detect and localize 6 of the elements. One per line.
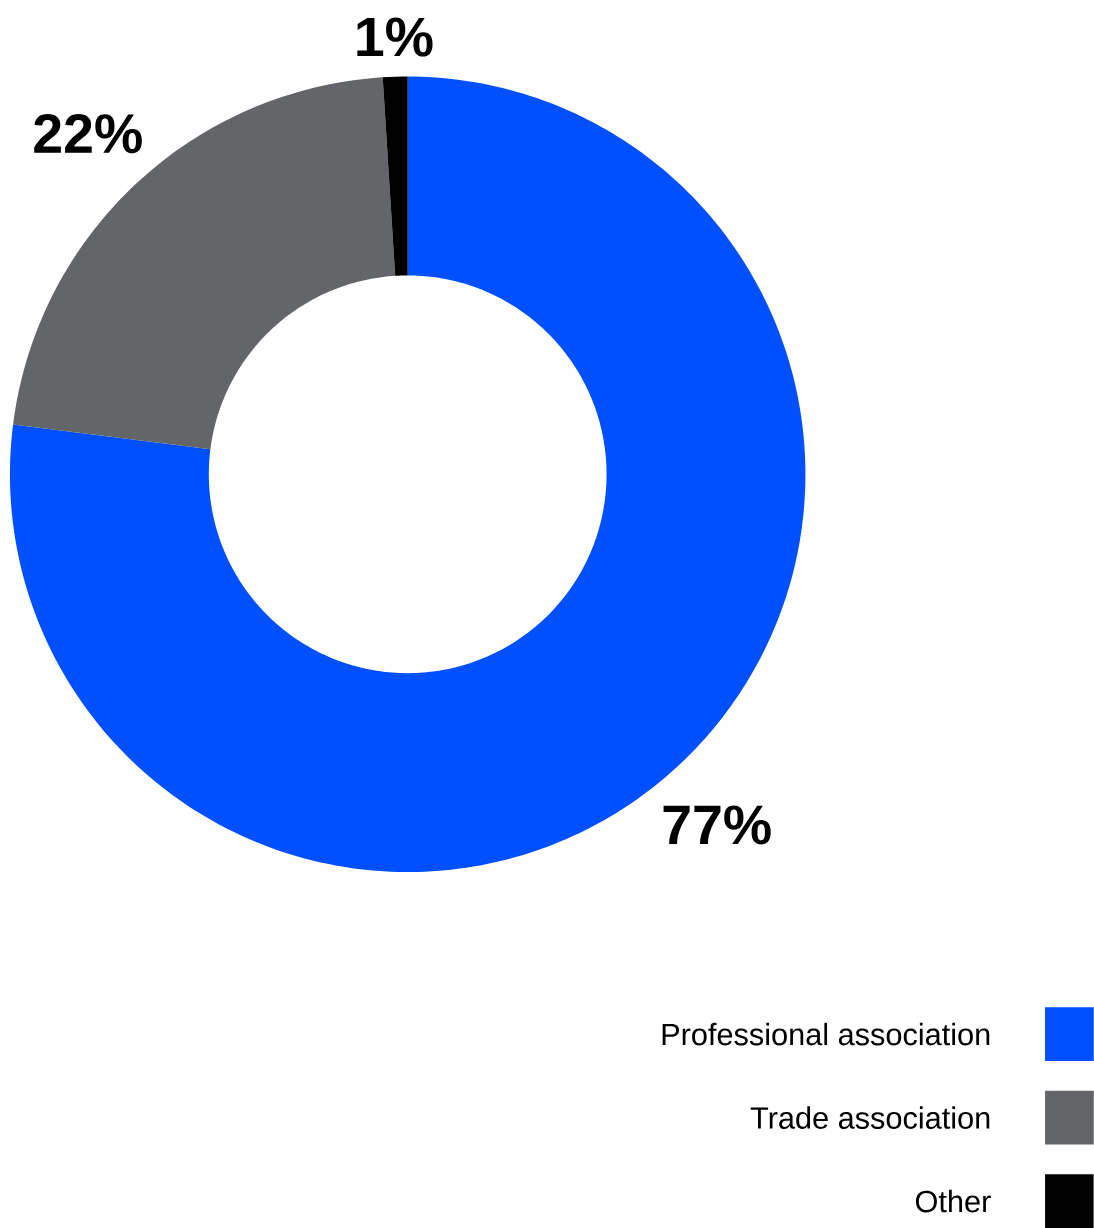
- data-label: 1%: [357, 17, 433, 57]
- legend-label: Other: [916, 1189, 991, 1213]
- legend-label: Professional association: [662, 1022, 990, 1046]
- data-label: 22%: [34, 114, 142, 154]
- legend-label: Trade association: [750, 1106, 990, 1129]
- data-label: 77%: [663, 805, 771, 845]
